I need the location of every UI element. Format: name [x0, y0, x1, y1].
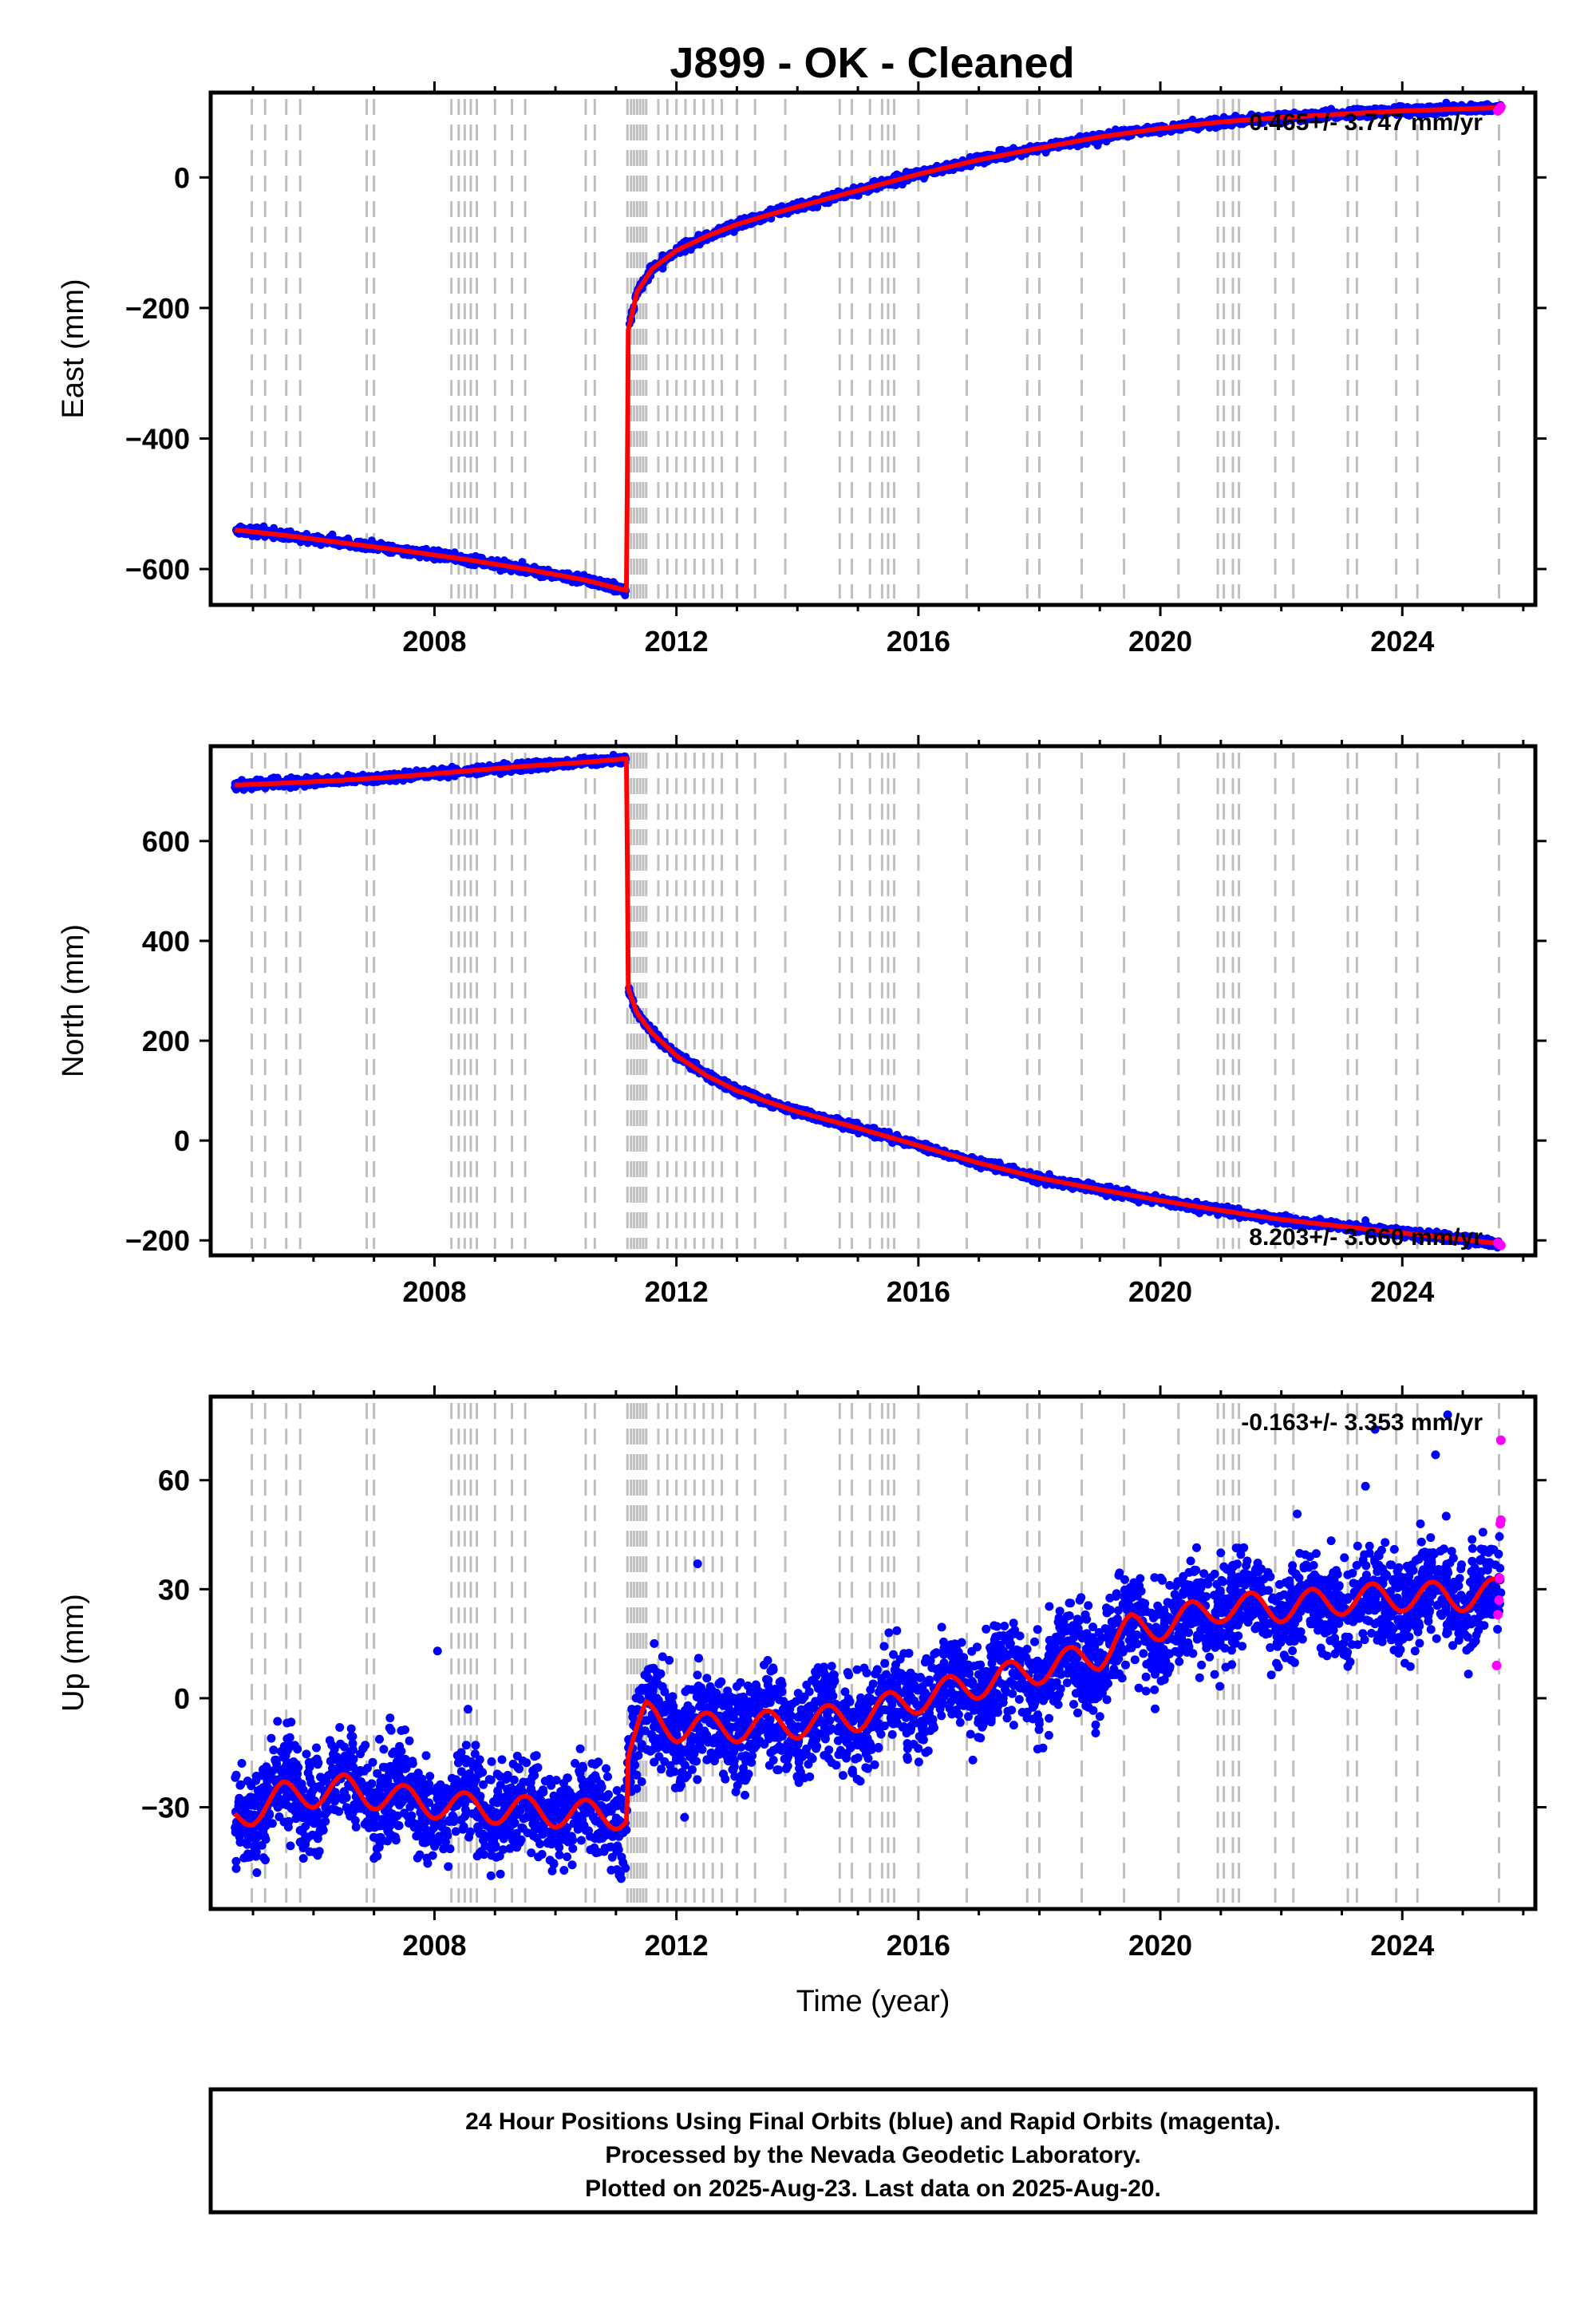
panels-group: 2008 2012 2016 2020 2024 −600 −400 −200 0 East (m…: [57, 81, 1547, 2018]
panel-east: 2008 2012 2016 2020 2024 −600 −400 −200 0 East (m…: [57, 81, 1547, 658]
model-line: [233, 105, 1503, 593]
plot-area: [231, 750, 1506, 1252]
x-tick-label: 2008: [402, 625, 466, 658]
y-tick-label: 0: [174, 161, 190, 194]
x-tick-label: 2016: [887, 625, 950, 658]
y-tick-label: −400: [125, 422, 190, 455]
y-axis-label: East (mm): [57, 279, 90, 418]
rapid-orbit-point: [1495, 101, 1506, 112]
final-orbit-point: [1442, 98, 1451, 107]
y-tick-label: −200: [125, 292, 190, 325]
x-tick-label: 2012: [645, 625, 709, 658]
x-tick-label: 2020: [1128, 625, 1192, 658]
plot-area: [232, 98, 1506, 599]
plot-frame: [208, 90, 1538, 607]
x-tick-label: 2024: [1370, 625, 1434, 658]
final-orbit-points: [232, 98, 1505, 599]
y-tick-label: −600: [125, 553, 190, 586]
panel-north: 2008 2012 2016 2020 2024−2000200400600North …: [57, 735, 1547, 1308]
final-orbit-points: [231, 750, 1505, 1252]
rate-label: 0.465+/- 3.747 mm/yr: [1249, 109, 1483, 136]
figure-title: J899 - OK - Cleaned: [670, 39, 1074, 87]
